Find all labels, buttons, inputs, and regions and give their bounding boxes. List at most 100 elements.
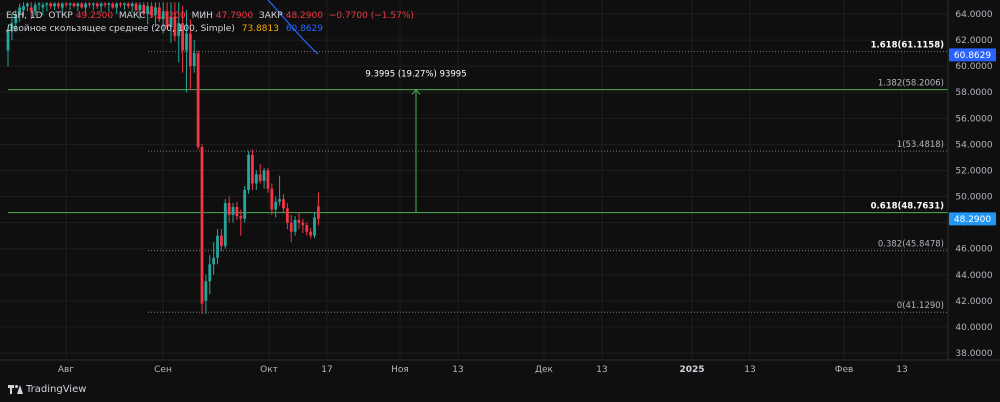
candle[interactable] [313, 212, 316, 239]
close-label: ЗАКР [258, 11, 283, 21]
candle[interactable] [18, 3, 22, 22]
candle[interactable] [80, 2, 84, 9]
candle[interactable] [161, 2, 165, 34]
candle[interactable] [204, 274, 208, 314]
price-tick-label: 44.0000 [955, 271, 992, 281]
candle[interactable] [173, 2, 177, 42]
tradingview-logo[interactable]: TradingView [8, 384, 86, 395]
candle[interactable] [196, 50, 200, 150]
candle[interactable] [293, 216, 297, 236]
ma2-price-badge [949, 48, 996, 62]
candle[interactable] [91, 2, 95, 11]
candle[interactable] [130, 2, 134, 13]
candle[interactable] [254, 170, 258, 191]
candle[interactable] [138, 2, 142, 20]
candle[interactable] [220, 229, 223, 252]
candle[interactable] [53, 2, 56, 11]
candlestick-series[interactable] [6, 2, 320, 314]
candle[interactable] [243, 186, 247, 223]
candle[interactable] [169, 2, 173, 43]
candle[interactable] [64, 2, 68, 8]
candle[interactable] [258, 163, 262, 184]
candle[interactable] [266, 167, 270, 193]
candle[interactable] [76, 2, 80, 12]
price-measure-tool[interactable]: 9.3995 (19.27%) 93995 [365, 70, 467, 213]
candle[interactable] [60, 2, 64, 13]
candle[interactable] [317, 192, 320, 226]
candle[interactable] [115, 2, 119, 14]
fibonacci-levels[interactable]: 1.618(61.1158) 1.382(58.2006) 1(53.4818) 0.… [8, 41, 948, 313]
candle[interactable] [150, 2, 153, 18]
candle[interactable] [14, 10, 18, 33]
candle[interactable] [68, 2, 72, 11]
candle[interactable] [134, 2, 138, 12]
candle[interactable] [274, 196, 278, 218]
candle[interactable] [177, 2, 181, 63]
candle[interactable] [227, 196, 231, 223]
candle-body [111, 3, 115, 8]
candle[interactable] [41, 2, 45, 16]
candle[interactable] [99, 2, 103, 13]
candle[interactable] [45, 2, 49, 12]
candle-body [309, 231, 313, 236]
candle[interactable] [119, 2, 122, 8]
candle[interactable] [188, 19, 192, 90]
candle[interactable] [278, 175, 281, 206]
candle[interactable] [10, 14, 14, 41]
candle[interactable] [297, 212, 301, 230]
time-tick-label: 13 [452, 365, 463, 375]
candle[interactable] [235, 201, 239, 221]
candle[interactable] [123, 2, 126, 11]
candle[interactable] [33, 2, 37, 16]
candle[interactable] [251, 149, 254, 191]
candle[interactable] [142, 2, 146, 16]
candle[interactable] [301, 218, 305, 234]
candle[interactable] [72, 2, 76, 8]
candle[interactable] [200, 144, 204, 314]
candle[interactable] [270, 183, 274, 215]
candle[interactable] [22, 2, 25, 17]
time-tick-label: 2025 [679, 365, 704, 375]
time-axis[interactable]: Авг Сен Окт 17 Ноя 13 Дек 13 2025 13 Фев 13 [58, 365, 908, 375]
candle[interactable] [192, 40, 196, 73]
candle-body [223, 203, 227, 247]
ticker-label[interactable]: ESH, 1D [6, 11, 43, 21]
candle[interactable] [103, 2, 107, 8]
open-label: ОТКР [48, 11, 73, 21]
candle[interactable] [37, 2, 41, 11]
candle[interactable] [282, 193, 285, 213]
candle[interactable] [185, 10, 188, 93]
candle[interactable] [146, 2, 150, 25]
candle[interactable] [165, 2, 169, 30]
candle[interactable] [26, 2, 29, 12]
candle-body [204, 281, 208, 301]
candle[interactable] [212, 242, 216, 275]
candle[interactable] [84, 2, 87, 14]
candle[interactable] [223, 199, 227, 249]
candle[interactable] [239, 209, 243, 236]
candle[interactable] [305, 222, 309, 236]
candle[interactable] [216, 229, 219, 265]
candle[interactable] [208, 255, 212, 295]
moving-average-legend[interactable]: Двойное скользящее среднее (200, 100, Si… [6, 23, 417, 36]
candle[interactable] [285, 203, 289, 230]
candle[interactable] [6, 27, 10, 67]
candle[interactable] [107, 2, 111, 12]
candle[interactable] [29, 2, 33, 20]
candle[interactable] [126, 2, 130, 9]
candle[interactable] [157, 2, 161, 22]
candle[interactable] [111, 2, 115, 9]
candle[interactable] [181, 6, 184, 73]
candle-body [305, 225, 309, 232]
candle[interactable] [95, 2, 99, 9]
candle[interactable] [247, 150, 250, 194]
candle[interactable] [57, 2, 60, 9]
candle[interactable] [231, 203, 235, 223]
candle[interactable] [49, 2, 53, 9]
candle[interactable] [88, 2, 91, 8]
candle[interactable] [289, 214, 293, 243]
candle[interactable] [154, 2, 157, 28]
candle[interactable] [309, 227, 313, 239]
candle[interactable] [262, 167, 266, 189]
